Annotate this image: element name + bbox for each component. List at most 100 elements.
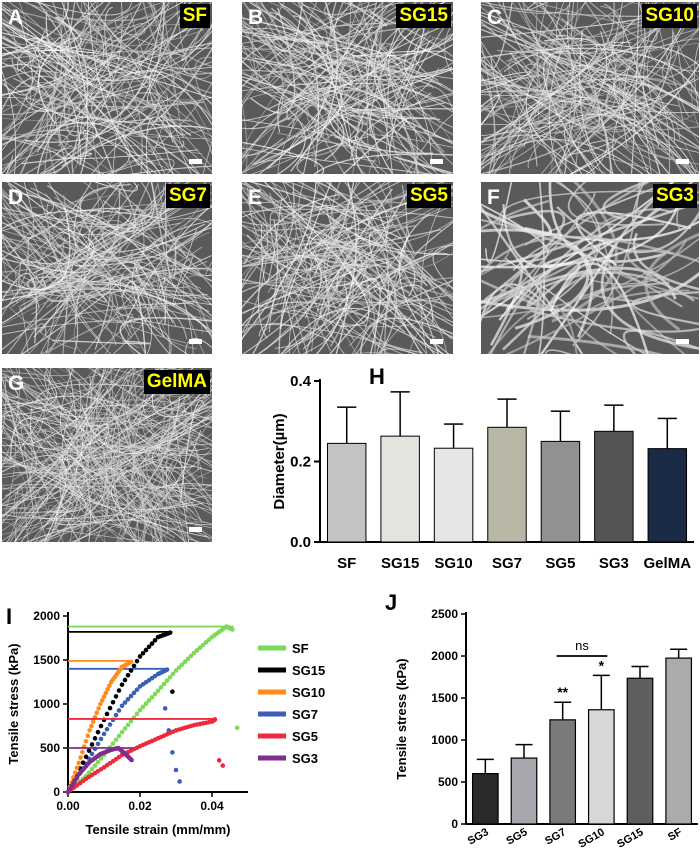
data-point-sf [125,722,131,728]
sem-panel-letter: F [487,186,500,209]
y-axis-label: Diameter(µm) [271,413,288,509]
x-tick-label: SG10 [576,826,606,850]
sem-sample-tag: GelMA [143,370,210,394]
x-tick-label: SG3 [466,826,491,847]
data-point-sg10 [89,723,94,729]
data-point-sg15 [167,630,173,636]
data-point-sg10 [96,706,101,711]
legend-label: SG15 [292,663,325,678]
data-point-sg5 [212,717,218,722]
data-point-sf [200,642,206,648]
x-tick-label: GelMA [644,555,692,572]
sem-panel-letter: A [8,6,24,29]
y-axis-label: Tensile stress (kPa) [6,643,21,764]
x-tick-label: SF [666,826,684,844]
data-point-sg15 [104,711,110,717]
bar-sg3 [594,430,634,543]
x-tick-label: SG15 [615,826,645,850]
data-point-sf [234,725,240,731]
data-point-sf [206,637,212,643]
data-point-sg15 [152,638,158,643]
sem-sample-tag: SG5 [406,184,451,208]
data-point-sg7 [134,687,140,692]
data-point-sg7 [131,690,137,696]
y-tick-label: 500 [40,741,60,755]
sem-panel-letter: B [248,6,264,29]
y-tick-label: 0.0 [290,534,311,551]
data-point-sg10 [80,749,85,755]
y-tick-label: 500 [438,775,458,789]
data-point-sg15 [107,705,113,711]
data-point-sg10 [128,659,134,665]
data-point-sf [140,704,146,710]
sem-panel-e: E SG5 [242,182,453,354]
fiber-texture [2,182,212,354]
data-point-sg10 [85,733,91,739]
data-point-sg15 [116,688,122,693]
bar-sf [665,657,693,825]
data-point-sf [230,627,235,632]
y-tick-label: 0.2 [290,454,311,471]
data-point-sg15 [86,748,92,753]
sem-sample-tag: SG10 [642,4,697,28]
bar-sg7 [549,719,577,825]
scale-bar [676,159,689,164]
data-point-sg7 [128,693,134,699]
y-tick-label: 2500 [431,607,458,621]
data-point-sg5 [216,758,222,763]
data-point-sg10 [74,765,80,771]
fiber-texture [2,2,212,174]
data-point-sf [197,645,203,650]
y-tick-label: 1500 [33,653,60,667]
data-point-sf [185,656,191,662]
bar-sg10 [433,447,474,543]
panel-letter-h: H [369,364,385,389]
data-point-sg15 [146,644,152,650]
data-point-sf [155,688,161,694]
data-point-sf [134,711,140,717]
sem-panel-letter: C [487,6,503,29]
data-point-sg7 [122,700,128,705]
data-point-sf [179,662,185,667]
data-point-sg10 [90,719,96,724]
bar-sf [326,442,367,543]
fiber-texture [2,368,212,542]
data-point-sg15 [83,754,89,760]
data-point-sg15 [128,668,134,673]
x-tick-label: SG7 [492,555,522,572]
data-point-sf [143,701,149,707]
y-tick-label: 0.4 [290,373,312,390]
data-point-sg7 [177,779,182,784]
data-point-sg10 [98,701,103,707]
data-point-sg10 [99,698,105,703]
data-point-sg15 [89,742,95,747]
bar-sg15 [380,435,420,543]
bar-sg15 [626,677,654,825]
bar-sg7 [487,426,527,543]
sem-panel-letter: E [248,186,263,209]
sem-panel-a: A SF [2,2,212,174]
data-point-sf [149,694,155,700]
data-point-sf [146,698,152,703]
data-point-sg15 [137,654,143,659]
data-point-sf [203,640,209,645]
y-tick-label: 1000 [33,697,60,711]
data-point-sg7 [95,741,101,747]
data-point-sf [170,671,176,677]
bar-sg3 [471,773,499,825]
data-point-sf [194,648,200,653]
sem-panel-c: C SG10 [481,2,699,174]
data-point-sf [182,659,188,665]
data-point-sg15 [110,699,116,705]
sem-panel-g: G GelMA [2,368,212,542]
x-tick-label: SG3 [599,555,629,572]
data-point-sg7 [164,667,170,672]
legend-label: SG7 [292,707,318,722]
data-point-sf [92,763,98,768]
data-point-sf [161,681,167,687]
significance-marker: * [599,657,605,673]
data-point-sg15 [140,650,146,656]
scale-bar [430,339,443,344]
data-point-sf [164,678,170,683]
data-point-sg15 [131,663,137,669]
